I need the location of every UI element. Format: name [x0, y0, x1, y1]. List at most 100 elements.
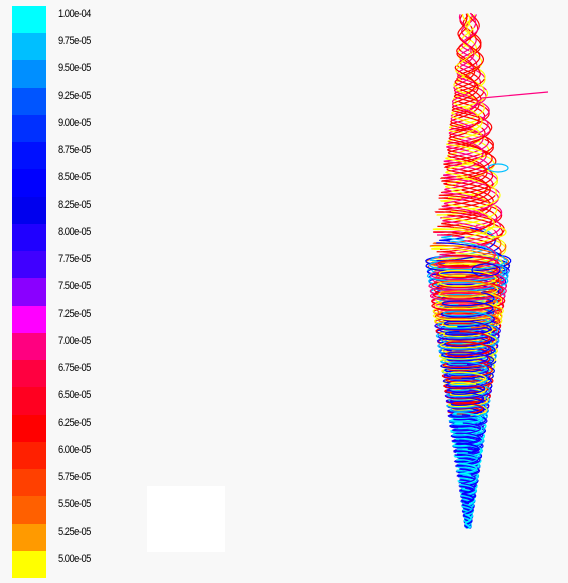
particle-track-segment [451, 115, 483, 129]
particle-track-segment [477, 100, 490, 121]
particle-track-segment [431, 280, 504, 300]
particle-track-segment [464, 14, 477, 28]
colorbar-swatch [12, 441, 46, 470]
particle-track-segment [447, 145, 464, 153]
colorbar-swatch [12, 332, 46, 361]
particle-track-segment [461, 75, 485, 92]
particle-track-segment [460, 488, 477, 504]
particle-track-segment [461, 152, 493, 174]
particle-track-segment [451, 155, 487, 172]
blank-panel [147, 486, 225, 552]
colorbar-tick-label: 5.25e-05 [58, 525, 91, 538]
particle-track-segment [453, 139, 487, 156]
particle-track-segment [455, 166, 486, 185]
particle-track-segment [453, 79, 462, 90]
colorbar-swatch [12, 360, 46, 388]
colorbar-tick-label: 7.25e-05 [58, 307, 91, 320]
particle-track-loop [471, 263, 501, 277]
colorbar-tick-label: 8.50e-05 [58, 171, 91, 184]
colorbar-tick-label: 7.00e-05 [58, 334, 91, 347]
particle-track-segment [438, 208, 480, 215]
particle-track-segment [438, 197, 470, 202]
colorbar-tick-label: 9.50e-05 [58, 62, 91, 75]
particle-track-segment [458, 475, 479, 489]
particle-track-segment [465, 13, 471, 29]
particle-track-segment [438, 249, 473, 256]
particle-track-segment [456, 151, 490, 170]
colorbar-tick-label: 1.00e-04 [58, 8, 91, 20]
particle-track-segment [443, 158, 463, 165]
particle-track-segment [449, 119, 466, 128]
particle-track-segment [444, 156, 475, 165]
particle-track-segment [448, 129, 486, 140]
particle-track-segment [439, 210, 480, 219]
particle-track-segment [448, 361, 488, 376]
particle-track-segment [454, 65, 469, 78]
particle-track-segment [458, 14, 466, 27]
particle-track-segment [456, 437, 481, 454]
particle-track-segment [441, 180, 491, 191]
particle-track-segment [436, 249, 457, 254]
colorbar-tick-label: 9.75e-05 [58, 35, 91, 48]
particle-track-segment [450, 240, 499, 260]
particle-track-segment [451, 400, 484, 415]
color-legend: 1.00e-04 9.75e-05 9.50e-05 9.25e-05 9.00e-05… [12, 6, 142, 578]
colorbar-swatch [12, 305, 46, 333]
particle-track-segment [436, 211, 467, 216]
particle-track-segment [439, 172, 477, 179]
particle-track-segment [457, 452, 479, 464]
particle-track-segment [457, 27, 463, 40]
particle-track-segment [455, 52, 472, 67]
colorbar-swatch [12, 142, 46, 170]
particle-track-segment [456, 52, 471, 65]
particle-track-segment [467, 176, 491, 198]
particle-track-segment [454, 78, 470, 90]
colorbar-tick-label: 6.50e-05 [58, 389, 91, 402]
particle-track-segment [458, 115, 480, 133]
particle-track-segment [464, 514, 472, 529]
particle-track-segment [441, 373, 494, 389]
particle-track-segment [445, 170, 469, 178]
particle-track-segment [462, 515, 473, 529]
particle-track-segment [441, 222, 470, 229]
colorbar-tick-label: 5.00e-05 [58, 552, 91, 565]
particle-track-stray [469, 91, 549, 111]
colorbar-tick-label: 8.75e-05 [58, 144, 91, 157]
particle-track-segment [452, 104, 477, 119]
colorbar-swatch [12, 196, 46, 224]
particle-track-segment [452, 103, 477, 116]
particle-track-segment [449, 131, 462, 141]
colorbar-tick-label: 7.50e-05 [58, 280, 91, 293]
particle-track-segment [442, 182, 476, 191]
particle-track-segment [446, 168, 478, 179]
particle-track-segment [456, 229, 498, 251]
particle-track-segment [460, 474, 476, 491]
particle-track-segment [458, 462, 477, 476]
particle-track-segment [453, 102, 479, 117]
colorbar-tick-label: 6.75e-05 [58, 362, 91, 375]
colorbar-swatch [12, 414, 46, 442]
particle-track-segment [463, 89, 489, 108]
particle-track-segment [441, 321, 494, 337]
colorbar-swatch [12, 114, 46, 143]
particle-track-segment [438, 269, 497, 287]
particle-track-segment [441, 195, 496, 210]
particle-track-segment [443, 197, 471, 205]
particle-track-segment [443, 208, 487, 221]
particle-track-loop [487, 163, 509, 173]
colorbar-tick-label: 8.00e-05 [58, 225, 91, 238]
particle-track-segment [468, 76, 476, 94]
particle-track-segment [464, 27, 480, 41]
particle-track-segment [461, 489, 474, 504]
particle-track-segment [461, 13, 468, 29]
particle-track-segment [447, 132, 480, 143]
colorbar-swatch [12, 87, 46, 115]
particle-track-segment [461, 189, 491, 210]
particle-track-segment [450, 153, 486, 168]
particle-track-segment [428, 280, 507, 302]
colorbar-tick-label: 6.25e-05 [58, 416, 91, 429]
colorbar-swatch [12, 251, 46, 279]
particle-track-segment [452, 92, 469, 104]
particle-track-segment [450, 383, 486, 402]
